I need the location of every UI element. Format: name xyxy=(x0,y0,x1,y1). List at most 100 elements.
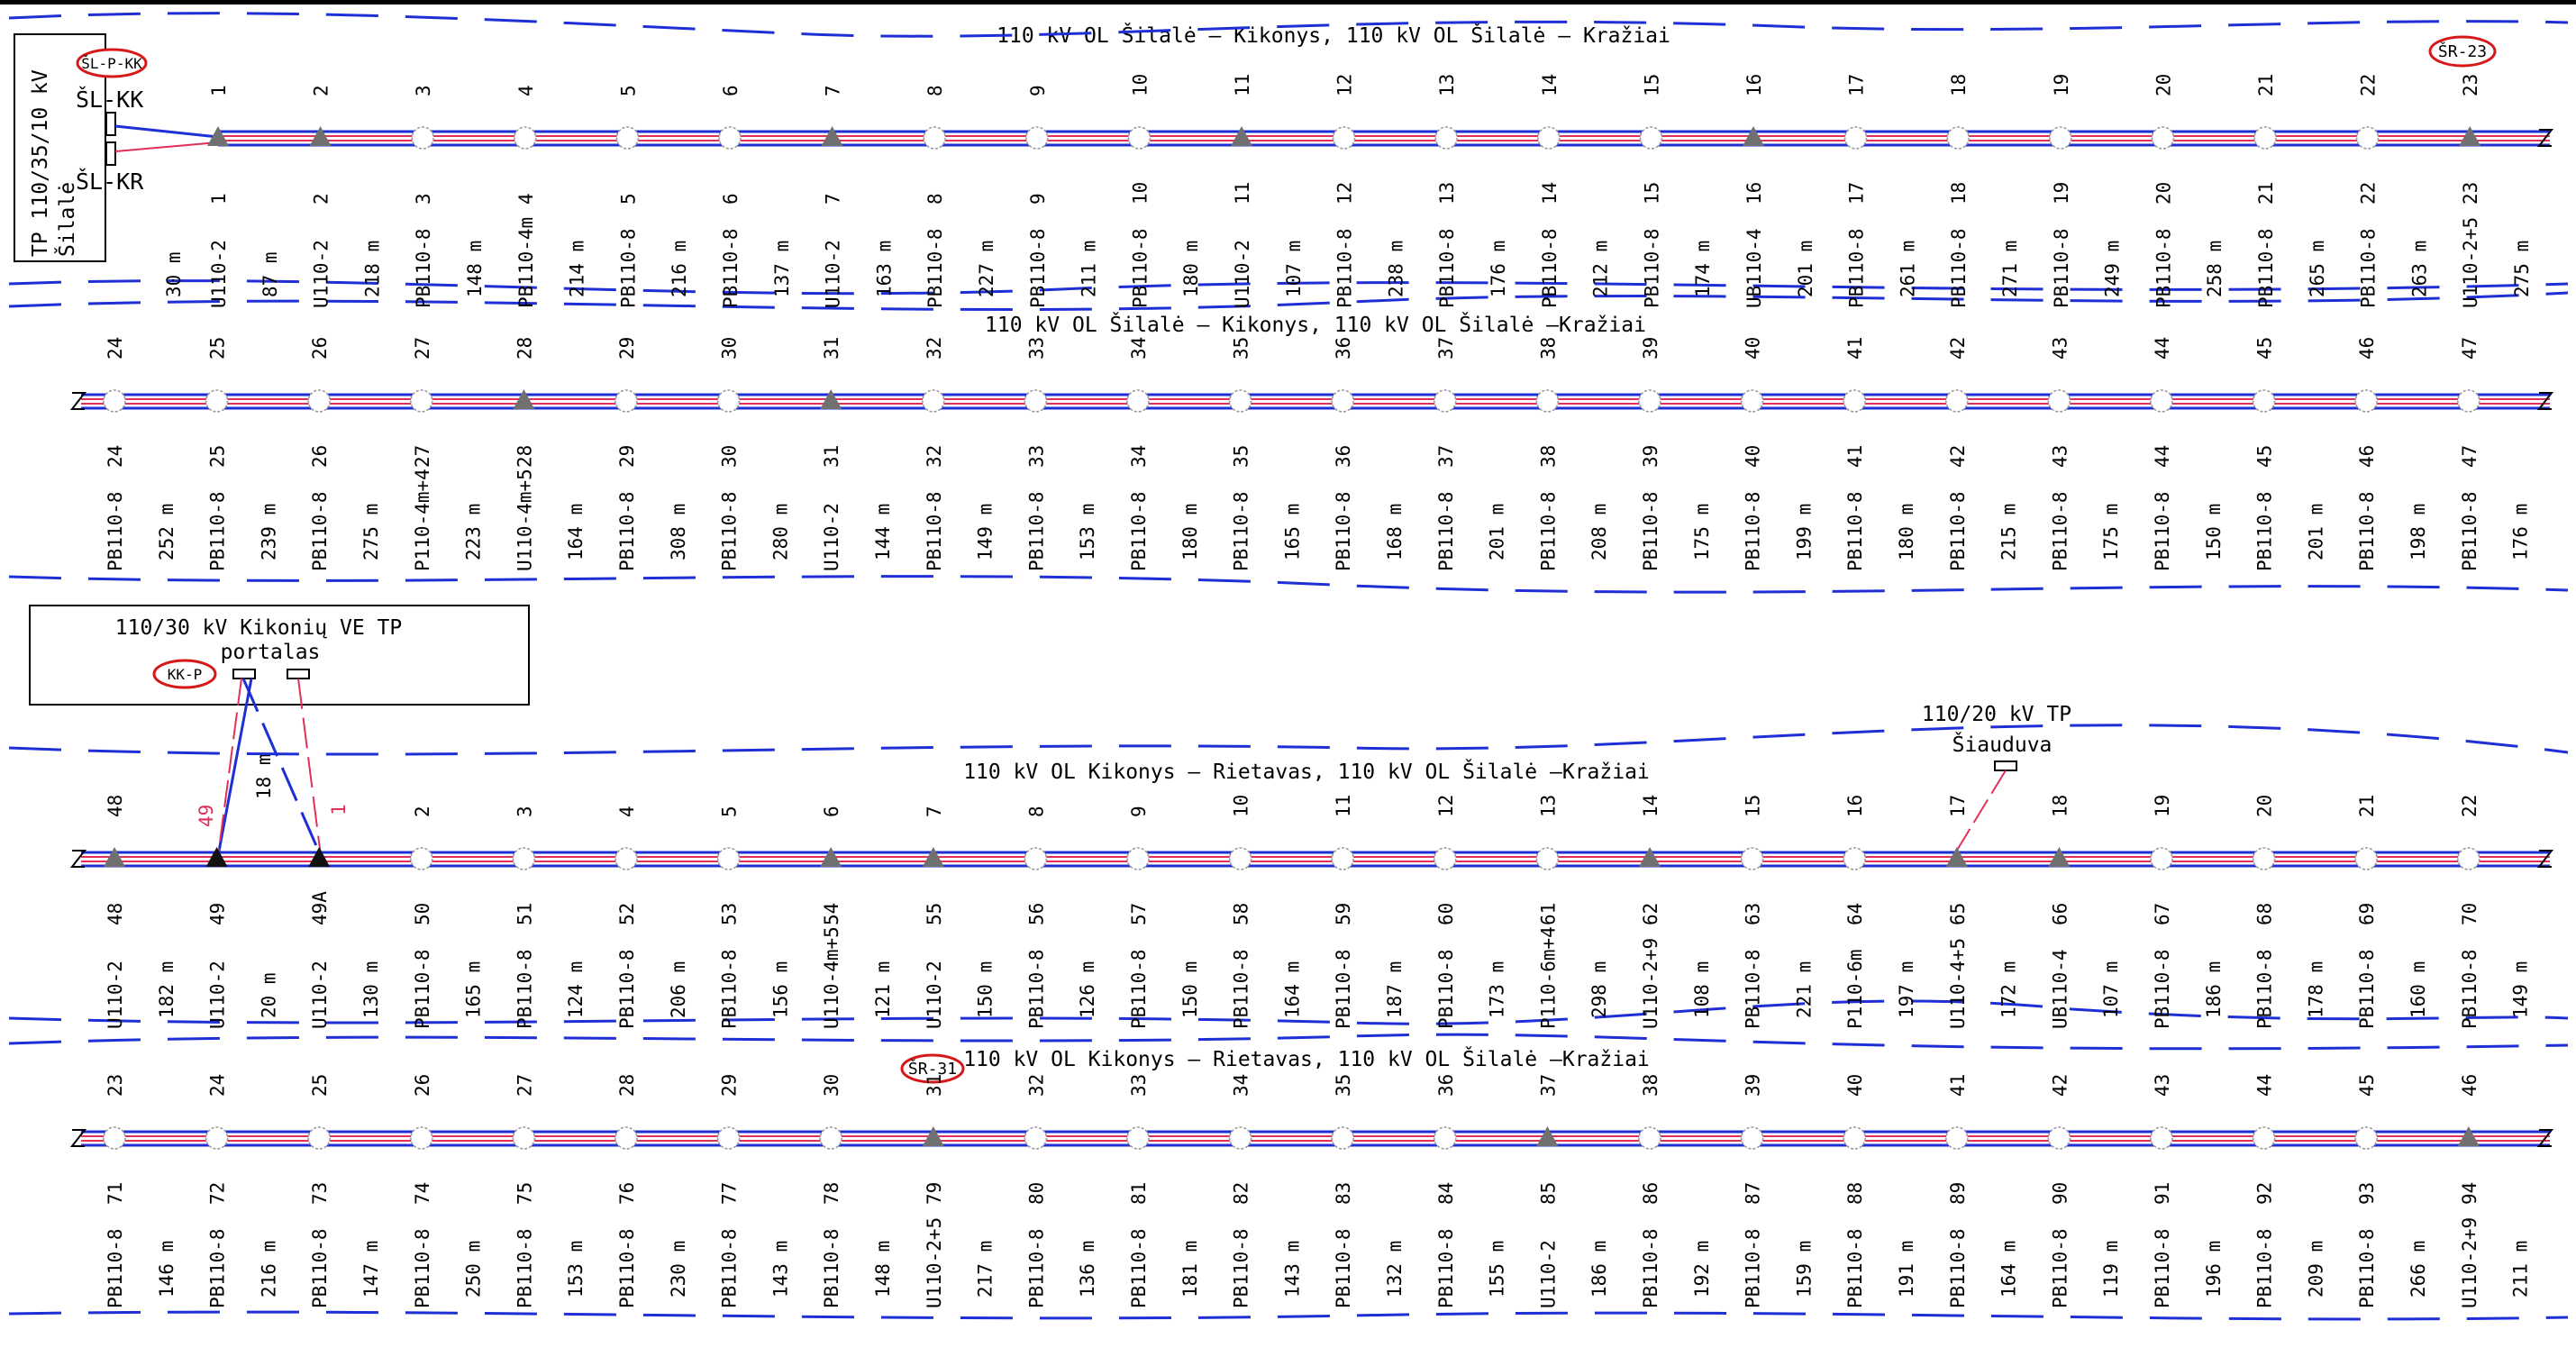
row-4-span-20-length: 119 m xyxy=(2100,1241,2122,1298)
row-1-span-1-length: 30 m xyxy=(163,251,185,297)
row-1-pole-11-number: 11 xyxy=(1232,182,1253,205)
row-2-pole-11-number-top: 34 xyxy=(1128,337,1150,360)
row-2-pole-12-type: PB110-8 xyxy=(1231,491,1252,571)
row-2-pole-12-number-top: 35 xyxy=(1231,337,1252,360)
row-4-pole-24-number: 94 xyxy=(2459,1182,2480,1205)
row-3-pole-4-number-top: 2 xyxy=(412,806,433,817)
row-2-pole-18-type: PB110-8 xyxy=(1844,491,1866,571)
row-2-pole-14-symbol xyxy=(1434,389,1457,413)
row-1-span-8-length: 163 m xyxy=(873,241,895,297)
row-2-title: 110 kV OL Šilalė – Kikonys, 110 kV OL Ši… xyxy=(985,312,1646,337)
row-4-pole-22-number-top: 44 xyxy=(2254,1074,2276,1097)
row-1-pole-16-type: UB110-4 xyxy=(1743,228,1765,308)
row-3-pole-8-number-top: 6 xyxy=(821,806,842,817)
substation-silale-label: TP 110/35/10 kV xyxy=(29,69,52,257)
row-2-pole-11-symbol xyxy=(1126,389,1150,413)
row-2-pole-23-type: PB110-8 xyxy=(2356,491,2378,571)
row-3-span-22-length: 178 m xyxy=(2305,961,2326,1018)
row-4-pole-19-number: 89 xyxy=(1947,1182,1969,1205)
row-4-pole-23-type: PB110-8 xyxy=(2356,1228,2378,1308)
row-3-pole-11-type: PB110-8 xyxy=(1128,949,1150,1029)
row-2-pole-20-type: PB110-8 xyxy=(2049,491,2071,571)
row-4-span-18-length: 191 m xyxy=(1896,1241,1917,1298)
row-3-pole-5-number: 51 xyxy=(514,903,535,925)
row-2-pole-5-number-top: 28 xyxy=(514,337,535,360)
row-3-pole-14-number: 60 xyxy=(1435,903,1457,925)
row-2-span-2-length: 239 m xyxy=(258,504,279,560)
row-1-pole-6-type: PB110-8 xyxy=(720,228,742,308)
row-4-pole-22-number: 92 xyxy=(2254,1182,2276,1205)
row-4-pole-12-type: PB110-8 xyxy=(1231,1228,1252,1308)
corridor-boundary-5 xyxy=(8,724,2569,756)
row-2-pole-14-number: 37 xyxy=(1435,445,1457,468)
row-3-pole-16-number: 62 xyxy=(1640,903,1661,925)
row-2-pole-8-anchor-symbol xyxy=(820,389,842,409)
row-1-pole-9-number-top: 9 xyxy=(1027,85,1049,96)
row-4-span-9-length: 217 m xyxy=(975,1241,997,1298)
row-1-pole-11-number-top: 11 xyxy=(1232,74,1253,96)
row-1-pole-15-number: 15 xyxy=(1641,182,1662,205)
row-1-pole-20-symbol xyxy=(2151,126,2175,150)
row-2-pole-13-type: PB110-8 xyxy=(1333,491,1354,571)
row-3-pole-8-type: U110-4m+5 xyxy=(821,926,842,1029)
row-2-break-start xyxy=(69,392,87,410)
substation-siauduva-name: Šiauduva xyxy=(1952,732,2053,757)
row-1-pole-12-type: PB110-8 xyxy=(1334,228,1356,308)
row-3-pole-21-symbol xyxy=(2150,847,2173,870)
row-1-pole-10-number-top: 10 xyxy=(1129,74,1151,96)
row-2-pole-15-number-top: 38 xyxy=(1537,337,1559,360)
row-3-pole-10-number: 56 xyxy=(1025,903,1047,925)
row-1-span-16-length: 174 m xyxy=(1692,241,1714,297)
row-3-span-13-length: 187 m xyxy=(1384,961,1406,1018)
row-4-pole-11-number: 81 xyxy=(1128,1182,1150,1205)
row-3-span-20-length: 107 m xyxy=(2100,961,2122,1018)
row-4-pole-8-symbol xyxy=(819,1126,843,1150)
row-2-pole-10-number: 33 xyxy=(1025,445,1047,468)
row-3-pole-23-number: 69 xyxy=(2356,903,2378,925)
row-4-pole-12-number-top: 34 xyxy=(1231,1074,1252,1097)
row-1-pole-21-type: PB110-8 xyxy=(2255,228,2277,308)
row-3-pole-12-type: PB110-8 xyxy=(1231,949,1252,1029)
row-1-pole-17-type: PB110-8 xyxy=(1846,228,1868,308)
row-4-pole-23-symbol xyxy=(2354,1126,2378,1150)
row-4-pole-10-type: PB110-8 xyxy=(1025,1228,1047,1308)
row-1-span-21-length: 258 m xyxy=(2204,241,2226,297)
row-4-pole-9-anchor-symbol xyxy=(922,1126,944,1146)
corridor-boundary-4 xyxy=(8,575,2569,594)
bay-sl-kk-label: ŠL-KK xyxy=(76,86,143,113)
row-4-span-12-length: 143 m xyxy=(1281,1241,1303,1298)
row-4-span-3-length: 147 m xyxy=(360,1241,382,1298)
row-4-pole-17-symbol xyxy=(1740,1126,1764,1150)
row-2-pole-8-number-top: 31 xyxy=(821,337,842,360)
row-2-pole-24-symbol xyxy=(2457,389,2480,413)
row-2-pole-3-number: 26 xyxy=(309,445,331,468)
row-1-pole-4-number-top: 4 xyxy=(515,85,537,96)
row-3-pole-16-type: U110-2+9 xyxy=(1640,938,1661,1029)
row-1-pole-2-type: U110-2 xyxy=(311,240,332,308)
row-4-pole-18-type: PB110-8 xyxy=(1844,1228,1866,1308)
row-3-pole-7-number: 53 xyxy=(719,903,741,925)
row-2-pole-17-type: PB110-8 xyxy=(1743,491,1764,571)
row-1-span-13-length: 238 m xyxy=(1385,241,1406,297)
row-1-pole-11-type: U110-2 xyxy=(1232,240,1253,308)
row-4-span-19-length: 164 m xyxy=(1998,1241,2020,1298)
row-3-pole-11-symbol xyxy=(1126,847,1150,870)
row-2-pole-15-number: 38 xyxy=(1537,445,1559,468)
portal-lead-red xyxy=(297,678,322,857)
row-3-pole-10-type: PB110-8 xyxy=(1025,949,1047,1029)
row-2-pole-16-number: 39 xyxy=(1640,445,1661,468)
row-4-pole-5-number: 75 xyxy=(514,1182,535,1205)
row-2-pole-6-number-top: 29 xyxy=(616,337,638,360)
row-1-pole-4-symbol xyxy=(513,126,537,150)
corridor-boundary-1 xyxy=(8,12,2569,38)
row-1-pole-17-symbol xyxy=(1843,126,1868,150)
row-3-pole-6-number-top: 4 xyxy=(616,806,638,817)
row-2-pole-4-type: P110-4m+4 xyxy=(412,469,433,571)
row-3-pole-18-symbol xyxy=(1843,847,1866,870)
row-1-pole-23-number-top: 23 xyxy=(2460,74,2481,96)
row-1-pole-7-anchor-symbol xyxy=(821,126,843,146)
row-2-pole-15-symbol xyxy=(1535,389,1560,413)
row-1-pole-8-symbol xyxy=(923,126,946,150)
row-4-span-4-length: 250 m xyxy=(463,1241,485,1298)
row-2-pole-3-type: PB110-8 xyxy=(309,491,331,571)
